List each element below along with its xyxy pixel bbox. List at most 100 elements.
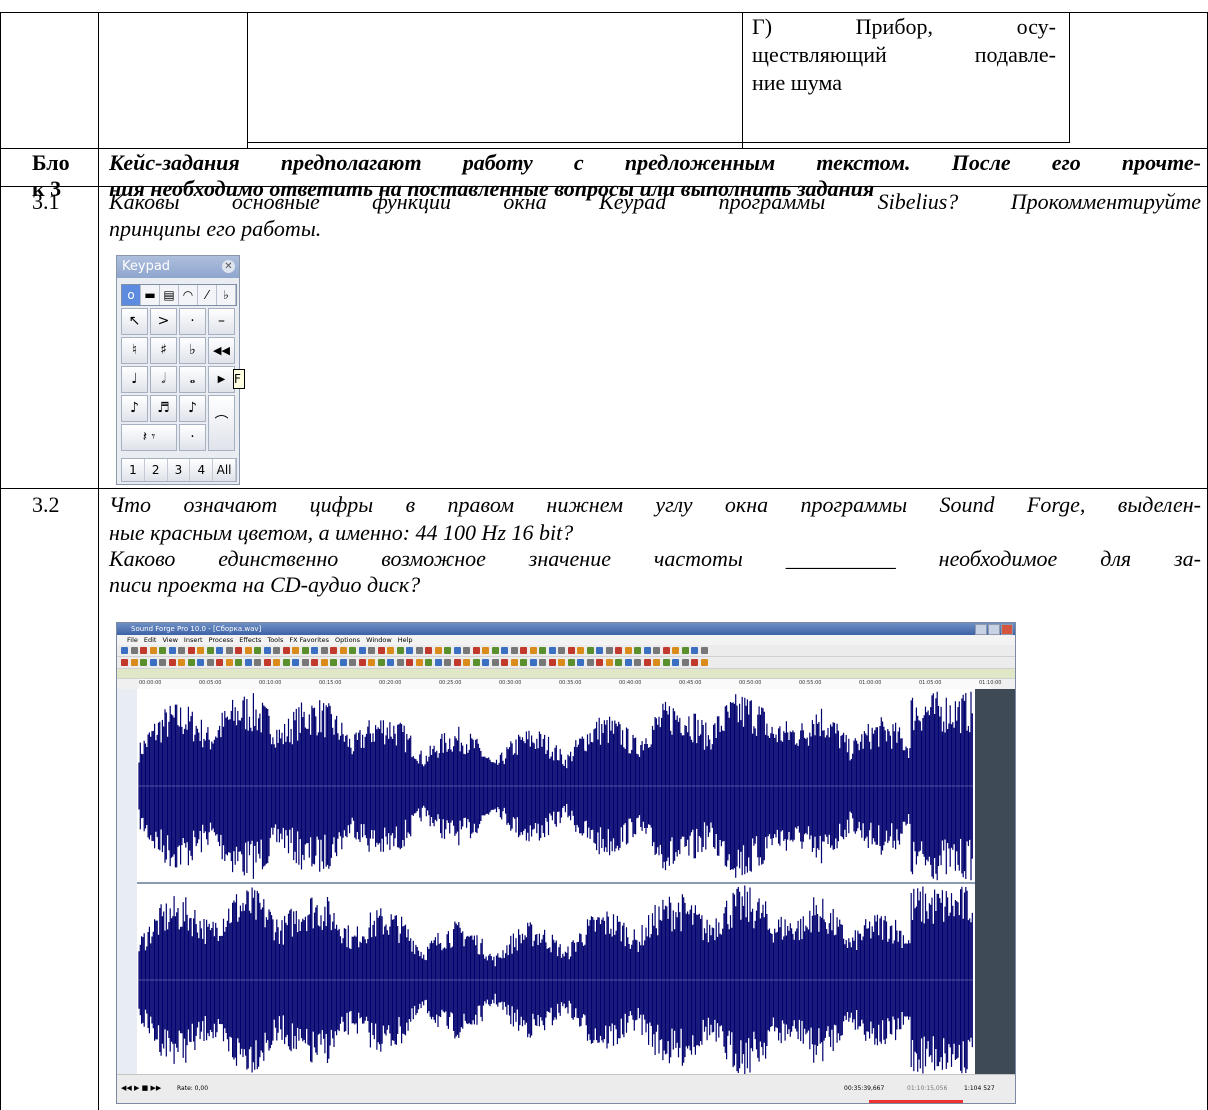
toolbar-button-icon[interactable] [444, 647, 451, 654]
toolbar-button-icon[interactable] [149, 659, 157, 666]
keypad-layer-2[interactable]: 2 [145, 459, 168, 481]
toolbar-button-icon[interactable] [444, 659, 451, 666]
toolbar-button-icon[interactable] [178, 647, 185, 654]
toolbar-button-icon[interactable] [501, 647, 508, 654]
toolbar-button-icon[interactable] [700, 659, 708, 666]
menu-item-file[interactable]: File [127, 636, 138, 644]
toolbar-button-icon[interactable] [273, 647, 280, 654]
toolbar-button-icon[interactable] [159, 659, 166, 666]
toolbar-button-icon[interactable] [596, 659, 603, 666]
toolbar-button-icon[interactable] [130, 647, 138, 654]
toolbar-button-icon[interactable] [368, 659, 375, 666]
toolbar-button-icon[interactable] [368, 647, 375, 654]
keypad-key-14[interactable]: ♬ [150, 395, 177, 422]
toolbar-button-icon[interactable] [529, 659, 537, 666]
toolbar-button-icon[interactable] [472, 647, 480, 654]
toolbar-button-icon[interactable] [605, 647, 613, 654]
toolbar-button-icon[interactable] [662, 647, 670, 654]
toolbar-button-icon[interactable] [653, 647, 660, 654]
toolbar-button-icon[interactable] [605, 659, 613, 666]
keypad-key-15[interactable]: ♪ [179, 395, 206, 422]
toolbar-button-icon[interactable] [539, 659, 546, 666]
toolbar-button-icon[interactable] [415, 647, 423, 654]
keypad-key-rests[interactable]: 𝄽 𝄾 [121, 424, 177, 451]
keypad-tab-articulations[interactable]: ◠ [179, 285, 198, 305]
toolbar-button-icon[interactable] [396, 659, 404, 666]
toolbar-button-icon[interactable] [491, 647, 499, 654]
toolbar-button-icon[interactable] [187, 659, 195, 666]
toolbar-button-icon[interactable] [681, 647, 689, 654]
close-icon[interactable] [1001, 624, 1013, 635]
toolbar-button-icon[interactable] [282, 647, 290, 654]
toolbar-button-icon[interactable] [691, 647, 698, 654]
toolbar-button-icon[interactable] [586, 659, 594, 666]
toolbar-button-icon[interactable] [197, 647, 204, 654]
menu-item-insert[interactable]: Insert [183, 636, 203, 644]
menu-item-options[interactable]: Options [334, 636, 361, 644]
toolbar-button-icon[interactable] [415, 659, 423, 666]
toolbar-button-icon[interactable] [615, 659, 622, 666]
toolbar-button-icon[interactable] [672, 659, 679, 666]
toolbar-button-icon[interactable] [187, 647, 195, 654]
toolbar-button-icon[interactable] [425, 659, 432, 666]
toolbar-button-icon[interactable] [282, 659, 290, 666]
toolbar-button-icon[interactable] [206, 647, 214, 654]
toolbar-button-icon[interactable] [140, 659, 147, 666]
toolbar-button-icon[interactable] [510, 659, 518, 666]
toolbar-button-icon[interactable] [273, 659, 280, 666]
toolbar-button-icon[interactable] [339, 647, 347, 654]
keypad-key-tie[interactable]: ⌒ [208, 395, 235, 451]
keypad-tab-jazz[interactable]: ⁄ [198, 285, 217, 305]
toolbar-button-icon[interactable] [159, 647, 166, 654]
waveform-view[interactable] [117, 689, 1015, 1077]
keypad-layer-all[interactable]: All [213, 459, 236, 481]
menu-item-view[interactable]: View [162, 636, 178, 644]
toolbar-button-icon[interactable] [387, 659, 394, 666]
keypad-tab-beams[interactable]: ▤ [160, 285, 179, 305]
menu-item-edit[interactable]: Edit [143, 636, 157, 644]
menu-item-effects[interactable]: Effects [239, 636, 262, 644]
toolbar-button-icon[interactable] [301, 659, 309, 666]
toolbar-button-icon[interactable] [529, 647, 537, 654]
toolbar-button-icon[interactable] [558, 659, 565, 666]
toolbar-button-icon[interactable] [691, 659, 698, 666]
toolbar-button-icon[interactable] [263, 659, 271, 666]
keypad-key-5[interactable]: ♮ [121, 337, 148, 364]
toolbar-button-icon[interactable] [225, 647, 233, 654]
toolbar-button-icon[interactable] [624, 659, 632, 666]
keypad-key-7[interactable]: ♭ [179, 337, 206, 364]
toolbar-button-icon[interactable] [558, 647, 565, 654]
menu-item-process[interactable]: Process [208, 636, 234, 644]
toolbar-button-icon[interactable] [434, 647, 442, 654]
menu-item-tools[interactable]: Tools [267, 636, 284, 644]
toolbar-button-icon[interactable] [453, 647, 461, 654]
keypad-key-2[interactable]: > [150, 308, 177, 335]
toolbar-button-icon[interactable] [472, 659, 480, 666]
minimize-icon[interactable] [975, 624, 987, 635]
close-icon[interactable]: ✕ [222, 260, 235, 273]
toolbar-button-icon[interactable] [463, 659, 470, 666]
toolbar-button-icon[interactable] [501, 659, 508, 666]
toolbar-button-icon[interactable] [567, 659, 575, 666]
toolbar-button-icon[interactable] [311, 647, 318, 654]
maximize-icon[interactable] [988, 624, 1000, 635]
keypad-tab-notes[interactable]: o [122, 285, 141, 305]
keypad-layer-3[interactable]: 3 [168, 459, 191, 481]
keypad-layer-4[interactable]: 4 [190, 459, 214, 481]
toolbar-button-icon[interactable] [349, 659, 356, 666]
keypad-key-3[interactable]: · [179, 308, 206, 335]
toolbar-button-icon[interactable] [301, 647, 309, 654]
toolbar-button-icon[interactable] [168, 647, 176, 654]
keypad-key-8[interactable]: ◀◀ [208, 337, 235, 364]
keypad-key-4[interactable]: – [208, 308, 235, 335]
keypad-key-13[interactable]: ♪ [121, 395, 148, 422]
toolbar-button-icon[interactable] [510, 647, 518, 654]
sound-forge-overview-bar[interactable] [117, 669, 1015, 679]
toolbar-button-icon[interactable] [292, 659, 299, 666]
toolbar-button-icon[interactable] [358, 647, 366, 654]
menu-item-fx-favorites[interactable]: FX Favorites [289, 636, 329, 644]
toolbar-button-icon[interactable] [311, 659, 318, 666]
keypad-key-10[interactable]: 𝅗𝅥 [150, 366, 177, 393]
toolbar-button-icon[interactable] [520, 647, 527, 654]
toolbar-button-icon[interactable] [548, 647, 556, 654]
